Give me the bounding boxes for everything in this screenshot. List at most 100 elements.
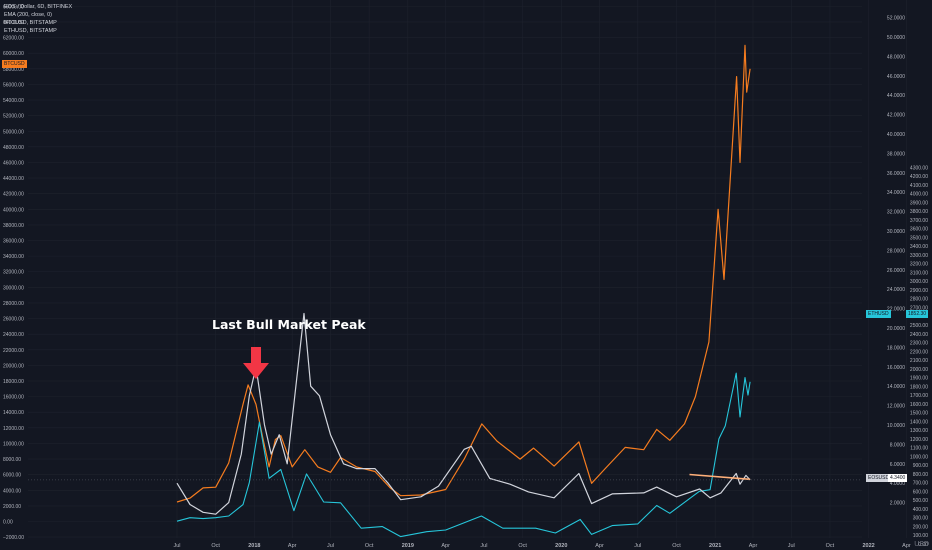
x-axis-tick: Oct [518,543,527,549]
x-axis-tick: 2020 [555,543,567,549]
left-axis-tick: 48000.00 [3,145,24,151]
eos-axis-tick: 18.0000 [887,345,905,351]
eos-axis-tick: 54.0000 [887,0,905,2]
eth-axis-tick: 600.00 [913,489,929,495]
eth-axis-tick: 1300.00 [910,428,928,434]
eos-axis-tick: 28.0000 [887,248,905,254]
eos-axis-tick: 30.0000 [887,229,905,235]
x-axis-tick: Apr [441,543,450,549]
eth-axis-tick: 1500.00 [910,411,928,417]
eos-value-tag: 4.3400 [888,474,908,482]
left-axis-tick: 16000.00 [3,395,24,401]
eth-axis-tick: 4300.00 [910,165,928,171]
eth-axis-tick: 800.00 [913,472,929,478]
x-axis-tick: 2022 [862,543,874,549]
eos-axis-tick: 26.0000 [887,268,905,274]
x-axis-tick: Jul [634,543,641,549]
left-axis-tick: 50000.00 [3,129,24,135]
compare-series-eth[interactable]: ETHUSD, BITSTAMP [4,28,57,34]
eth-axis-tick: 2400.00 [910,332,928,338]
left-axis-tick: 44000.00 [3,176,24,182]
ema-line [689,473,751,481]
x-axis-tick: Jul [480,543,487,549]
eth-axis-tick: 3700.00 [910,218,928,224]
eth-axis-tick: 100.00 [913,533,929,539]
left-axis-tick: 36000.00 [3,239,24,245]
x-axis-tick: Oct [672,543,681,549]
eth-axis-tick: 4100.00 [910,183,928,189]
x-axis-tick: Apr [902,543,911,549]
eth-axis-tick: 0.00 [918,542,928,548]
eth-axis-tick: 300.00 [913,516,929,522]
left-axis-tick: 32000.00 [3,270,24,276]
left-axis-tick: 4000.00 [3,488,21,494]
left-axis-tick: 20000.00 [3,363,24,369]
eth-axis-tick: 3300.00 [910,253,928,259]
x-axis-tick: Oct [365,543,374,549]
left-axis-tick: 34000.00 [3,254,24,260]
eth-axis-tick: 3900.00 [910,200,928,206]
x-axis-tick: 2018 [248,543,260,549]
eth-axis-tick: 2500.00 [910,323,928,329]
eos-axis-tick: 32.0000 [887,210,905,216]
eos-axis-tick: 48.0000 [887,54,905,60]
eos-axis-tick: 50.0000 [887,35,905,41]
eth-axis-tick: 1000.00 [910,454,928,460]
left-axis-tick: 2000.00 [3,504,21,510]
eth-axis-tick: 1800.00 [910,384,928,390]
left-axis-tick: 28000.00 [3,301,24,307]
left-axis-tick: 24000.00 [3,332,24,338]
left-axis-tick: 30000.00 [3,285,24,291]
eth-axis-tick: 2300.00 [910,341,928,347]
left-axis-tick: 42000.00 [3,192,24,198]
eth-axis-tick: 1600.00 [910,402,928,408]
eos-axis-tick: 16.0000 [887,365,905,371]
eos-axis-tick: 38.0000 [887,151,905,157]
left-axis-tick: 46000.00 [3,160,24,166]
eth-axis-tick: 1700.00 [910,393,928,399]
eth-axis-tick: 1400.00 [910,419,928,425]
left-axis-tick: 60000.00 [3,51,24,57]
left-axis-tick: 66000.00 [3,4,24,10]
eth-axis-tick: 1100.00 [910,446,928,452]
eth-axis-tick: 3400.00 [910,244,928,250]
down-arrow-icon [243,347,269,379]
left-axis-tick: 12000.00 [3,426,24,432]
eos-axis-tick: 10.0000 [887,423,905,429]
eth-axis-tick: 700.00 [913,481,929,487]
x-axis-tick: Oct [211,543,220,549]
left-axis-tick: 54000.00 [3,98,24,104]
eos-series-line [176,312,751,515]
eos-axis-tick: 4.0000 [890,481,906,487]
left-axis-tick: 18000.00 [3,379,24,385]
eos-axis-tick: 8.0000 [890,442,906,448]
x-axis-tick: Apr [595,543,604,549]
compare-series-btc[interactable]: BTCUSD, BITSTAMP [4,20,57,26]
eth-axis-tick: 4200.00 [910,174,928,180]
eth-axis-tick: 1900.00 [910,376,928,382]
eth-axis-tick: 3100.00 [910,270,928,276]
eos-axis-tick: 22.0000 [887,307,905,313]
btc-price-tag: BTCUSD [2,60,27,68]
left-axis-tick: 0.00 [3,520,13,526]
left-axis-tick: 26000.00 [3,317,24,323]
eth-axis-tick: 900.00 [913,463,929,469]
left-axis-tick: 14000.00 [3,410,24,416]
eth-axis-tick: 2200.00 [910,349,928,355]
eth-axis-tick: 400.00 [913,507,929,513]
left-axis-tick: 62000.00 [3,36,24,42]
indicator-label[interactable]: EMA (200, close, 0) [4,12,52,18]
eos-axis-tick: 20.0000 [887,326,905,332]
eth-axis-tick: 2000.00 [910,367,928,373]
eos-axis-tick: 46.0000 [887,74,905,80]
eos-axis-tick: 14.0000 [887,384,905,390]
x-axis-tick: 2021 [709,543,721,549]
x-axis-tick: Apr [749,543,758,549]
eth-axis-tick: 4000.00 [910,192,928,198]
eth-axis-tick: 1200.00 [910,437,928,443]
left-axis-tick: −2000.00 [3,535,24,541]
eth-series-line [176,372,751,538]
left-axis-tick: 52000.00 [3,114,24,120]
eth-axis-tick: 2100.00 [910,358,928,364]
